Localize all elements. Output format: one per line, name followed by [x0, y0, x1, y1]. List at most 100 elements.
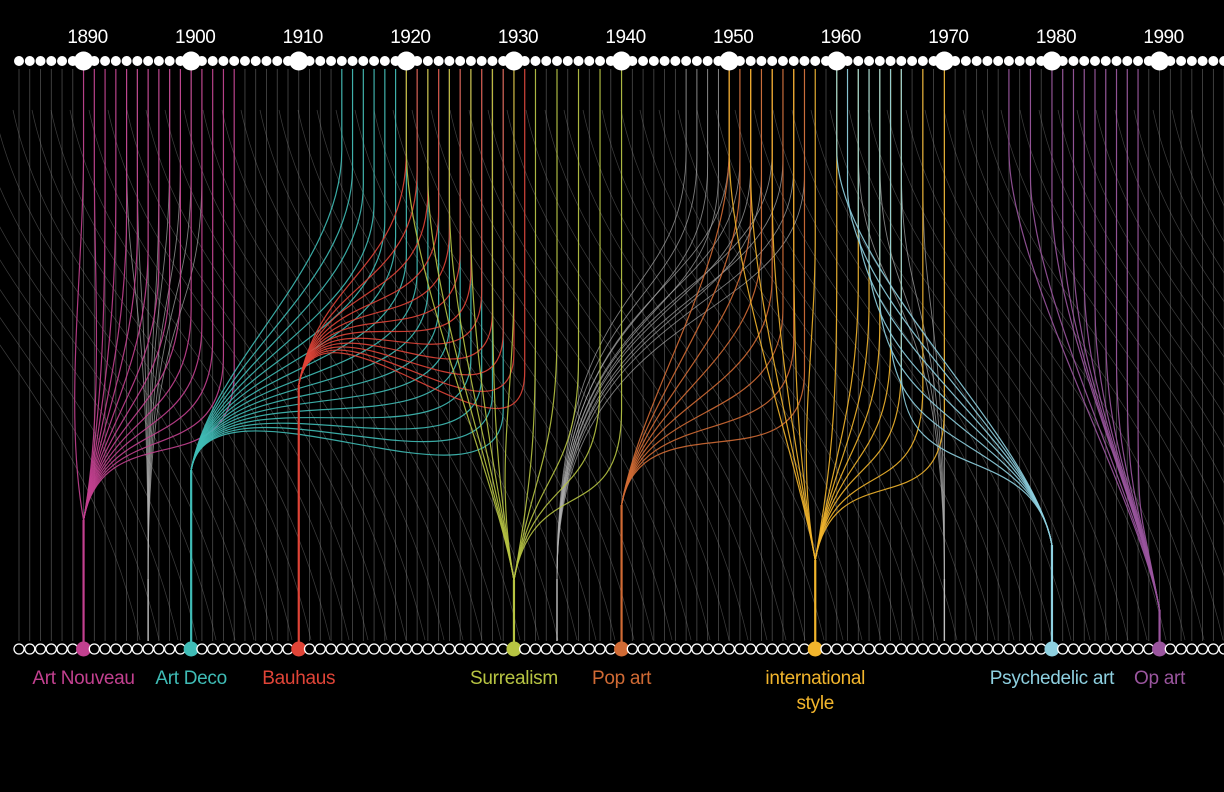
influence-curve [82, 69, 192, 521]
year-dot-hollow [831, 643, 843, 655]
year-dot-hollow [594, 643, 606, 655]
background-curve [259, 109, 521, 641]
influence-curve [190, 69, 407, 471]
year-dot-hollow [981, 643, 994, 655]
decade-label: 1980 [1036, 27, 1076, 48]
year-dot-hollow [583, 643, 595, 655]
influence-curve [504, 69, 515, 581]
year-dot-hollow [680, 643, 692, 655]
year-dot-hollow [1078, 643, 1090, 655]
year-dot-hollow [734, 643, 746, 655]
year-dot-hollow [949, 643, 961, 655]
decade-dot [1042, 51, 1062, 71]
year-dot-hollow [1186, 643, 1198, 655]
year-dot-hollow [1196, 643, 1209, 655]
grey-influence-curve [147, 69, 203, 580]
background-curve [886, 109, 1148, 641]
movement-label-line: Surrealism [470, 668, 558, 689]
background-curve [506, 109, 768, 641]
year-dot-hollow [153, 643, 165, 655]
influence-curve [190, 69, 386, 471]
decade-dot [504, 51, 524, 71]
year-dot [433, 56, 444, 66]
year-dot-hollow [960, 643, 972, 655]
year-dot [745, 56, 756, 66]
year-dot-hollow [88, 643, 100, 655]
year-dot-hollow [701, 643, 714, 655]
influence-curve [190, 69, 375, 471]
year-dot [519, 56, 530, 66]
decade-label: 1930 [498, 27, 538, 48]
background-curve [430, 109, 692, 641]
background-curve [1057, 109, 1224, 416]
background-curve [1190, 109, 1224, 207]
background-curve [924, 109, 1186, 641]
movement-label: international style [765, 668, 865, 714]
year-dot [272, 56, 283, 66]
background-curve [810, 109, 1072, 641]
year-dot-hollow [1057, 643, 1069, 655]
year-dot-hollow [529, 643, 542, 655]
grey-influence-curve [556, 69, 784, 580]
movement-label-line: international [765, 668, 865, 689]
year-dot [584, 56, 595, 66]
decade-dot [74, 51, 94, 71]
year-dot-hollow [519, 643, 531, 655]
year-dot-hollow [325, 643, 337, 655]
decade-label: 1890 [67, 27, 107, 48]
year-dot [444, 56, 455, 66]
background-curve [145, 109, 407, 641]
influence-curve [74, 69, 85, 521]
influence-curve [513, 69, 537, 581]
year-dot [261, 56, 272, 66]
movement-dot [291, 641, 307, 657]
year-dot [164, 56, 175, 66]
background-curve [88, 109, 350, 641]
influence-curve [620, 69, 806, 506]
year-dot [971, 56, 982, 66]
year-dot [810, 56, 821, 66]
grey-influence-curve [126, 69, 149, 580]
influence-curve [814, 69, 902, 561]
grey-influence-curve [556, 69, 741, 580]
year-dot [1176, 56, 1187, 66]
year-dot-hollow [1121, 643, 1133, 655]
year-dot-hollow [1014, 643, 1026, 655]
year-dot [691, 56, 702, 66]
background-curve [848, 109, 1110, 641]
year-dot-hollow [142, 643, 154, 655]
year-dot-hollow [131, 643, 144, 655]
decade-label: 1960 [821, 27, 861, 48]
background-curve [753, 109, 1015, 641]
year-dot-hollow [239, 643, 251, 655]
year-dot [132, 56, 143, 66]
year-dot [57, 56, 68, 66]
background-curve [1000, 109, 1224, 526]
influence-curve [298, 69, 494, 386]
year-dot-hollow [411, 643, 423, 655]
background-curve [0, 344, 141, 641]
year-dot [14, 56, 24, 66]
background-curve [696, 109, 958, 641]
year-dot-hollow [648, 643, 660, 655]
year-dot-hollow [454, 643, 466, 655]
year-dot-hollow [884, 643, 897, 655]
influence-curve [82, 69, 181, 521]
background-curve [620, 109, 882, 641]
movement-dot [1152, 641, 1168, 657]
influence-curve [82, 69, 171, 521]
influence-curve [298, 69, 472, 386]
year-dot-hollow [1110, 643, 1123, 655]
year-dot-hollow [562, 643, 574, 655]
year-dot-hollow [777, 643, 789, 655]
movement-label: Art Deco [155, 668, 227, 689]
year-dot [422, 56, 433, 66]
influence-curve [814, 69, 924, 561]
year-dot [777, 56, 788, 66]
year-dot-hollow [540, 643, 552, 655]
year-dot [1122, 56, 1133, 66]
top-year-dots [14, 51, 1224, 71]
year-dot [24, 56, 35, 66]
year-dot-hollow [551, 643, 563, 655]
year-dot [907, 56, 918, 66]
